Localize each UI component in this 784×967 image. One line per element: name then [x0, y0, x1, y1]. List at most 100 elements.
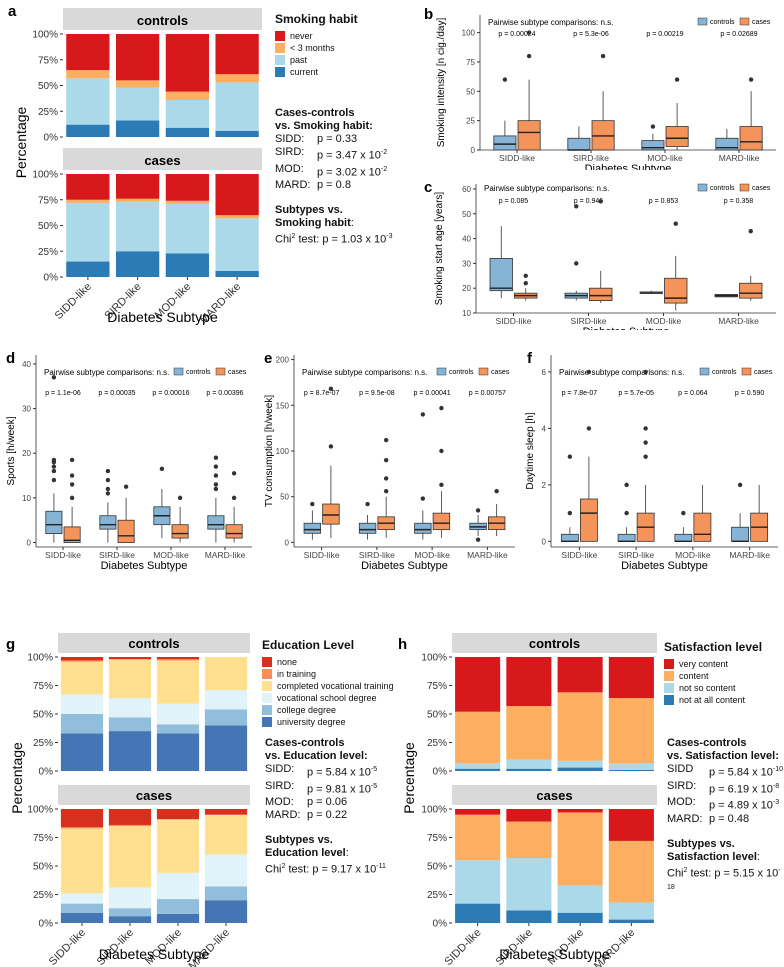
- stats-value: p = 0.48: [709, 812, 750, 825]
- y-tick-label: 25%: [38, 107, 58, 118]
- bar-segment: [557, 809, 603, 813]
- box: [45, 510, 63, 535]
- stats-key: SIDD: [667, 763, 694, 775]
- stats-exponent: -2: [380, 165, 388, 173]
- bar-segment: [608, 657, 654, 699]
- box: [493, 135, 517, 151]
- stats-key: SIRD:: [265, 779, 295, 792]
- legend-label: controls: [712, 369, 737, 376]
- x-tick-label: MOD-like: [646, 316, 682, 326]
- outlier-point: [69, 482, 75, 487]
- outlier-point: [748, 228, 753, 234]
- bar-segment: [455, 903, 501, 923]
- stats-heading: vs. Education level:: [265, 750, 368, 762]
- outlier-point: [523, 281, 528, 286]
- x-axis-label: Diabetes Subtype: [621, 560, 708, 572]
- y-tick-label: 50%: [427, 710, 447, 721]
- box: [225, 524, 243, 539]
- panel-e-chart: e 0 50 100 150 200 TV consumption [h/week] Diab…: [264, 350, 515, 572]
- bar-segment: [215, 174, 259, 216]
- legend-swatch: [275, 55, 285, 65]
- bar-segment: [156, 899, 200, 914]
- bar-segment: [66, 34, 110, 71]
- x-axis-label: Diabetes Subtype: [499, 946, 610, 962]
- bar-segment: [608, 769, 654, 771]
- legend-swatch: [664, 659, 674, 669]
- stats-row: SIRD: p = 9.81 x 10-5: [265, 780, 405, 797]
- bar-segment: [115, 80, 160, 88]
- legend-item: completed vocational training: [262, 680, 397, 692]
- p-value-label: p = 7.8e-07: [562, 390, 598, 397]
- bar-segment: [165, 174, 210, 201]
- bar-segment: [215, 34, 259, 75]
- outlier-point: [365, 501, 370, 507]
- legend-swatch: [262, 693, 272, 703]
- bar-segment: [156, 703, 200, 725]
- legend-label: not so content: [679, 683, 736, 693]
- bar-segment: [506, 657, 552, 707]
- outlier-point: [475, 537, 481, 542]
- facet-label: cases: [536, 788, 572, 803]
- bar-segment: [156, 733, 200, 771]
- stats-row: MOD: p = 4.89 x 10-3: [667, 796, 784, 813]
- outlier-point: [494, 489, 499, 494]
- bar-segment: [608, 809, 654, 841]
- y-tick-label: 100%: [27, 653, 53, 664]
- bar-segment: [506, 858, 552, 911]
- bar-segment: [66, 124, 110, 137]
- panel-b-chart: b 0 25 50 75 100 Smoking intensity [n cig./day…: [424, 6, 776, 170]
- stats-row: SIDD: p = 5.84 x 10-5: [265, 763, 405, 780]
- box: [207, 515, 225, 530]
- box: [731, 526, 750, 542]
- panel-h-legend: Satisfaction level very content content no…: [664, 640, 782, 706]
- box: [693, 512, 712, 542]
- legend-item: not so content: [664, 682, 782, 694]
- box: [579, 498, 598, 542]
- legend-item: never: [275, 30, 385, 42]
- panel-g-chart: g controls 0% 25% 50% 75% 100% cases 0% 25% 50% 75%…: [6, 633, 250, 967]
- outlier-point: [383, 437, 389, 443]
- bar-segment: [455, 809, 501, 815]
- bar-segment: [557, 767, 603, 771]
- x-axis-label: Diabetes Subtype: [361, 560, 448, 572]
- facet-label: cases: [136, 788, 172, 803]
- box: [358, 522, 377, 534]
- pairwise-note: Pairwise subtype comparisons: n.s.: [488, 18, 613, 27]
- outlier-point: [598, 199, 603, 204]
- outlier-point: [69, 495, 75, 501]
- bar-segment: [108, 916, 152, 923]
- outlier-point: [475, 508, 481, 513]
- bar-segment: [60, 827, 104, 829]
- legend-swatch: [478, 367, 489, 376]
- bar-segment: [506, 910, 552, 923]
- outlier-point: [523, 273, 528, 278]
- stats-value: p = 5.84 x 10-5: [307, 766, 378, 779]
- x-tick-label: MARD-like: [205, 550, 246, 560]
- y-tick-label: 0: [471, 146, 476, 155]
- outlier-point: [123, 484, 129, 489]
- stats-row: MOD: p = 3.02 x 10-2: [275, 163, 455, 180]
- legend-swatch: [699, 367, 710, 376]
- y-tick-label: 100%: [27, 805, 53, 816]
- panel-a-legend-title: Smoking habit: [275, 12, 358, 26]
- box: [99, 515, 117, 530]
- y-tick-label: 40: [22, 360, 31, 369]
- pairwise-note: Pairwise subtype comparisons: n.s.: [484, 184, 609, 193]
- y-axis-label: Sports [h/week]: [6, 416, 17, 485]
- y-tick-label: 75%: [38, 55, 58, 66]
- bar-segment: [204, 886, 248, 901]
- box: [432, 512, 451, 531]
- outlier-point: [328, 386, 334, 392]
- x-axis-label: Diabetes Subtype: [101, 560, 188, 572]
- legend-label: current: [290, 67, 319, 77]
- legend-item: college degree: [262, 704, 397, 716]
- facet-strip: [58, 785, 250, 805]
- outlier-point: [105, 468, 111, 474]
- outlier-point: [650, 124, 656, 129]
- stats-row: SIRD: p = 3.47 x 10-2: [275, 146, 455, 163]
- outlier-point: [51, 375, 57, 380]
- y-tick-label: 50: [462, 210, 471, 219]
- y-tick-label: 10: [462, 309, 471, 318]
- x-tick-label: MARD-like: [718, 316, 759, 326]
- bar-segment: [215, 74, 259, 83]
